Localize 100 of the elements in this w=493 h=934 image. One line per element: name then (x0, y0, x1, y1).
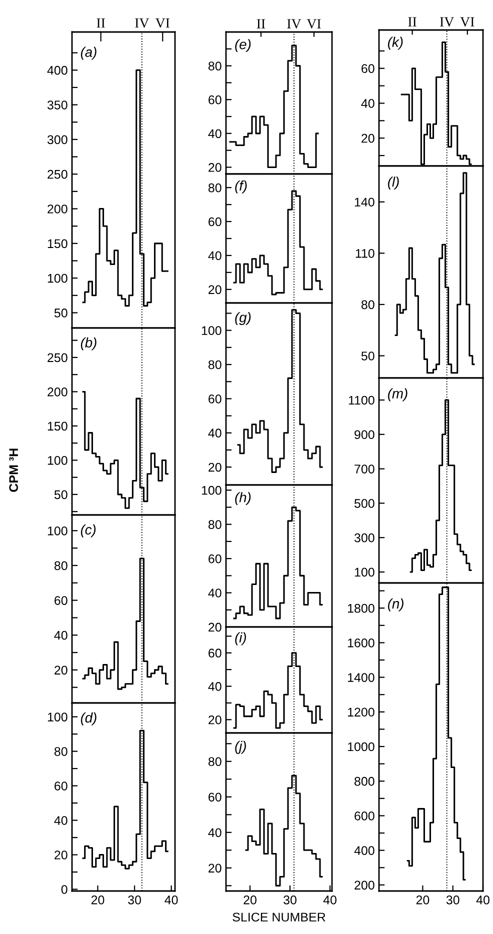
y-tick-label: 1400 (348, 673, 374, 682)
y-tick-label: 100 (354, 568, 374, 577)
y-tick-label: 20 (208, 622, 222, 632)
annotation: (i) (235, 632, 246, 646)
annotation: (b) (80, 337, 96, 350)
y-tick-label: 250 (48, 170, 68, 179)
y-tick-label: 100 (48, 712, 68, 722)
y-tick-label: 40 (54, 816, 68, 825)
y-tick-label: 300 (354, 533, 374, 542)
y-tick-label: 140 (354, 198, 374, 207)
y-tick-label: 1600 (348, 638, 374, 648)
y-tick-label: 1000 (348, 742, 374, 752)
y-tick-label: 200 (48, 388, 68, 396)
y-tick-label: 20 (208, 864, 222, 873)
y-tick-label: 400 (47, 66, 68, 75)
y-tick-label: 80 (208, 757, 222, 766)
x-tick-label: 40 (164, 895, 178, 904)
annotation: (j) (235, 740, 246, 754)
y-tick-label: 80 (54, 747, 68, 756)
x-tick-label: 20 (244, 895, 256, 904)
y-tick-label: 110 (356, 248, 374, 258)
y-tick-label: 20 (208, 285, 222, 294)
y-tick-label: 50 (361, 352, 374, 360)
y-tick-label: 50 (54, 308, 68, 318)
y-tick-label: 350 (47, 100, 68, 110)
y-tick-label: 20 (54, 666, 68, 675)
y-tick-label: 1100 (348, 396, 374, 405)
y-tick-label: 200 (354, 880, 374, 890)
y-tick-label: 40 (208, 682, 222, 691)
y-tick-label: 100 (48, 526, 68, 536)
y-tick-label: 150 (48, 239, 68, 248)
y-tick-label: 80 (54, 561, 68, 570)
y-tick-label: 1800 (348, 604, 374, 613)
y-tick-label: 60 (208, 792, 222, 802)
annotation: (h) (235, 492, 251, 506)
y-tick-label: 60 (54, 782, 68, 790)
y-tick-label: 80 (361, 300, 374, 310)
y-tick-label: 400 (354, 846, 374, 855)
y-tick-label: 20 (208, 163, 222, 172)
x-tick-label: 30 (446, 895, 460, 904)
x-tick-label: 40 (323, 895, 336, 904)
y-tick-label: 40 (208, 428, 222, 438)
y-tick-label: 60 (208, 217, 222, 226)
x-axis-title: SLICE NUMBER (232, 912, 326, 922)
y-tick-label: 20 (54, 850, 68, 860)
y-tick-label: 0 (61, 885, 68, 894)
ref-line-label: IV (287, 19, 302, 29)
annotation: (m) (388, 388, 408, 402)
y-tick-label: 60 (362, 64, 374, 74)
y-tick-label: 20 (362, 134, 374, 143)
y-tick-label: 100 (48, 456, 68, 465)
y-tick-label: 80 (208, 183, 222, 192)
y-tick-label: 60 (208, 648, 222, 658)
annotation: (c) (80, 524, 96, 538)
annotation: (a) (80, 46, 96, 60)
text: II (256, 19, 266, 28)
y-tick-label: 40 (54, 630, 68, 640)
y-tick-label: 300 (47, 135, 68, 144)
text: VI (306, 19, 321, 29)
y-tick-label: 60 (208, 95, 222, 104)
y-tick-label: 150 (48, 422, 68, 431)
x-tick-label: 30 (284, 895, 296, 904)
y-tick-label: 1200 (348, 708, 374, 717)
y-tick-label: 500 (354, 499, 374, 508)
y-tick-label: 900 (354, 430, 374, 440)
text: VI (155, 18, 170, 28)
y-tick-label: 20 (208, 715, 222, 724)
y-tick-label: 40 (208, 828, 222, 838)
y-tick-label: 60 (208, 394, 222, 404)
x-tick-label: 40 (476, 895, 490, 904)
y-tick-label: 80 (208, 62, 222, 70)
y-tick-label: 50 (54, 490, 68, 500)
y-tick-label: 60 (54, 596, 68, 605)
y-tick-label: 80 (208, 520, 222, 529)
y-tick-label: 700 (354, 464, 374, 474)
annotation: (d) (80, 712, 96, 726)
y-tick-label: 20 (208, 462, 222, 472)
y-tick-label: 80 (208, 360, 222, 370)
y-tick-label: 600 (354, 812, 374, 820)
y-tick-label: 100 (48, 274, 68, 283)
ref-line-label: IV (440, 17, 454, 27)
x-tick-label: 20 (91, 895, 104, 904)
annotation: (l) (388, 176, 399, 190)
y-tick-label: 40 (208, 129, 222, 138)
annotation: (f) (235, 180, 247, 194)
y-axis-title: CPM ³H (9, 448, 18, 492)
y-tick-label: 800 (354, 776, 374, 786)
annotation: (g) (235, 312, 251, 326)
text: II (96, 18, 105, 28)
text: VI (460, 17, 474, 27)
annotation: (n) (388, 598, 404, 612)
y-tick-label: 40 (208, 588, 222, 598)
x-tick-label: 20 (416, 895, 430, 904)
y-tick-label: 200 (48, 204, 68, 214)
y-tick-label: 100 (202, 326, 222, 335)
y-tick-label: 60 (208, 554, 222, 564)
y-tick-label: 40 (208, 251, 222, 260)
y-tick-label: 40 (361, 99, 374, 108)
y-tick-label: 250 (48, 353, 68, 362)
y-tick-label: 100 (202, 486, 222, 495)
